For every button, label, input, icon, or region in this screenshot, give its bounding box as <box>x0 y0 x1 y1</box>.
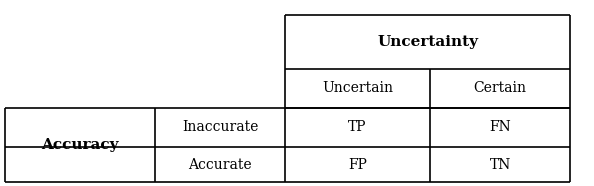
Text: Accuracy: Accuracy <box>41 138 119 152</box>
Text: Accurate: Accurate <box>188 158 252 172</box>
Text: Inaccurate: Inaccurate <box>182 120 258 134</box>
Text: Uncertain: Uncertain <box>322 81 393 95</box>
Text: TN: TN <box>489 158 511 172</box>
Text: Certain: Certain <box>473 81 527 95</box>
Text: FP: FP <box>348 158 367 172</box>
Text: FN: FN <box>489 120 511 134</box>
Text: Uncertainty: Uncertainty <box>377 35 478 49</box>
Text: TP: TP <box>348 120 367 134</box>
